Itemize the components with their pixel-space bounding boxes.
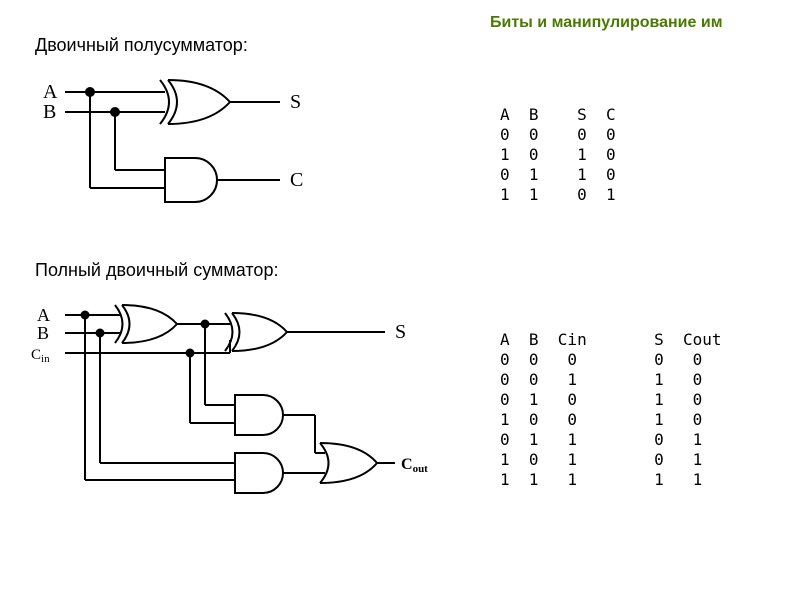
label-b: B [37,323,49,343]
half-adder-heading: Двоичный полусумматор: [35,35,248,56]
page-title: Биты и манипулирование им [490,14,723,32]
half-adder-diagram: A B S C [35,70,355,240]
full-adder-truth-table: A B Cin S Cout 0 0 0 0 0 0 0 1 1 0 0 1 0… [500,330,722,490]
label-s: S [290,91,301,113]
half-adder-truth-table: A B S C 0 0 0 0 1 0 1 0 0 1 1 0 1 1 0 1 [500,105,616,205]
label-s: S [395,321,406,343]
label-b: B [43,101,56,123]
label-a: A [37,305,50,325]
full-adder-heading: Полный двоичный сумматор: [35,260,278,281]
label-a: A [43,81,58,103]
label-c: C [290,169,303,191]
label-cin: Cin [31,347,50,365]
label-cout: Cout [401,456,428,475]
full-adder-diagram: A B Cin S Cout [25,295,435,525]
